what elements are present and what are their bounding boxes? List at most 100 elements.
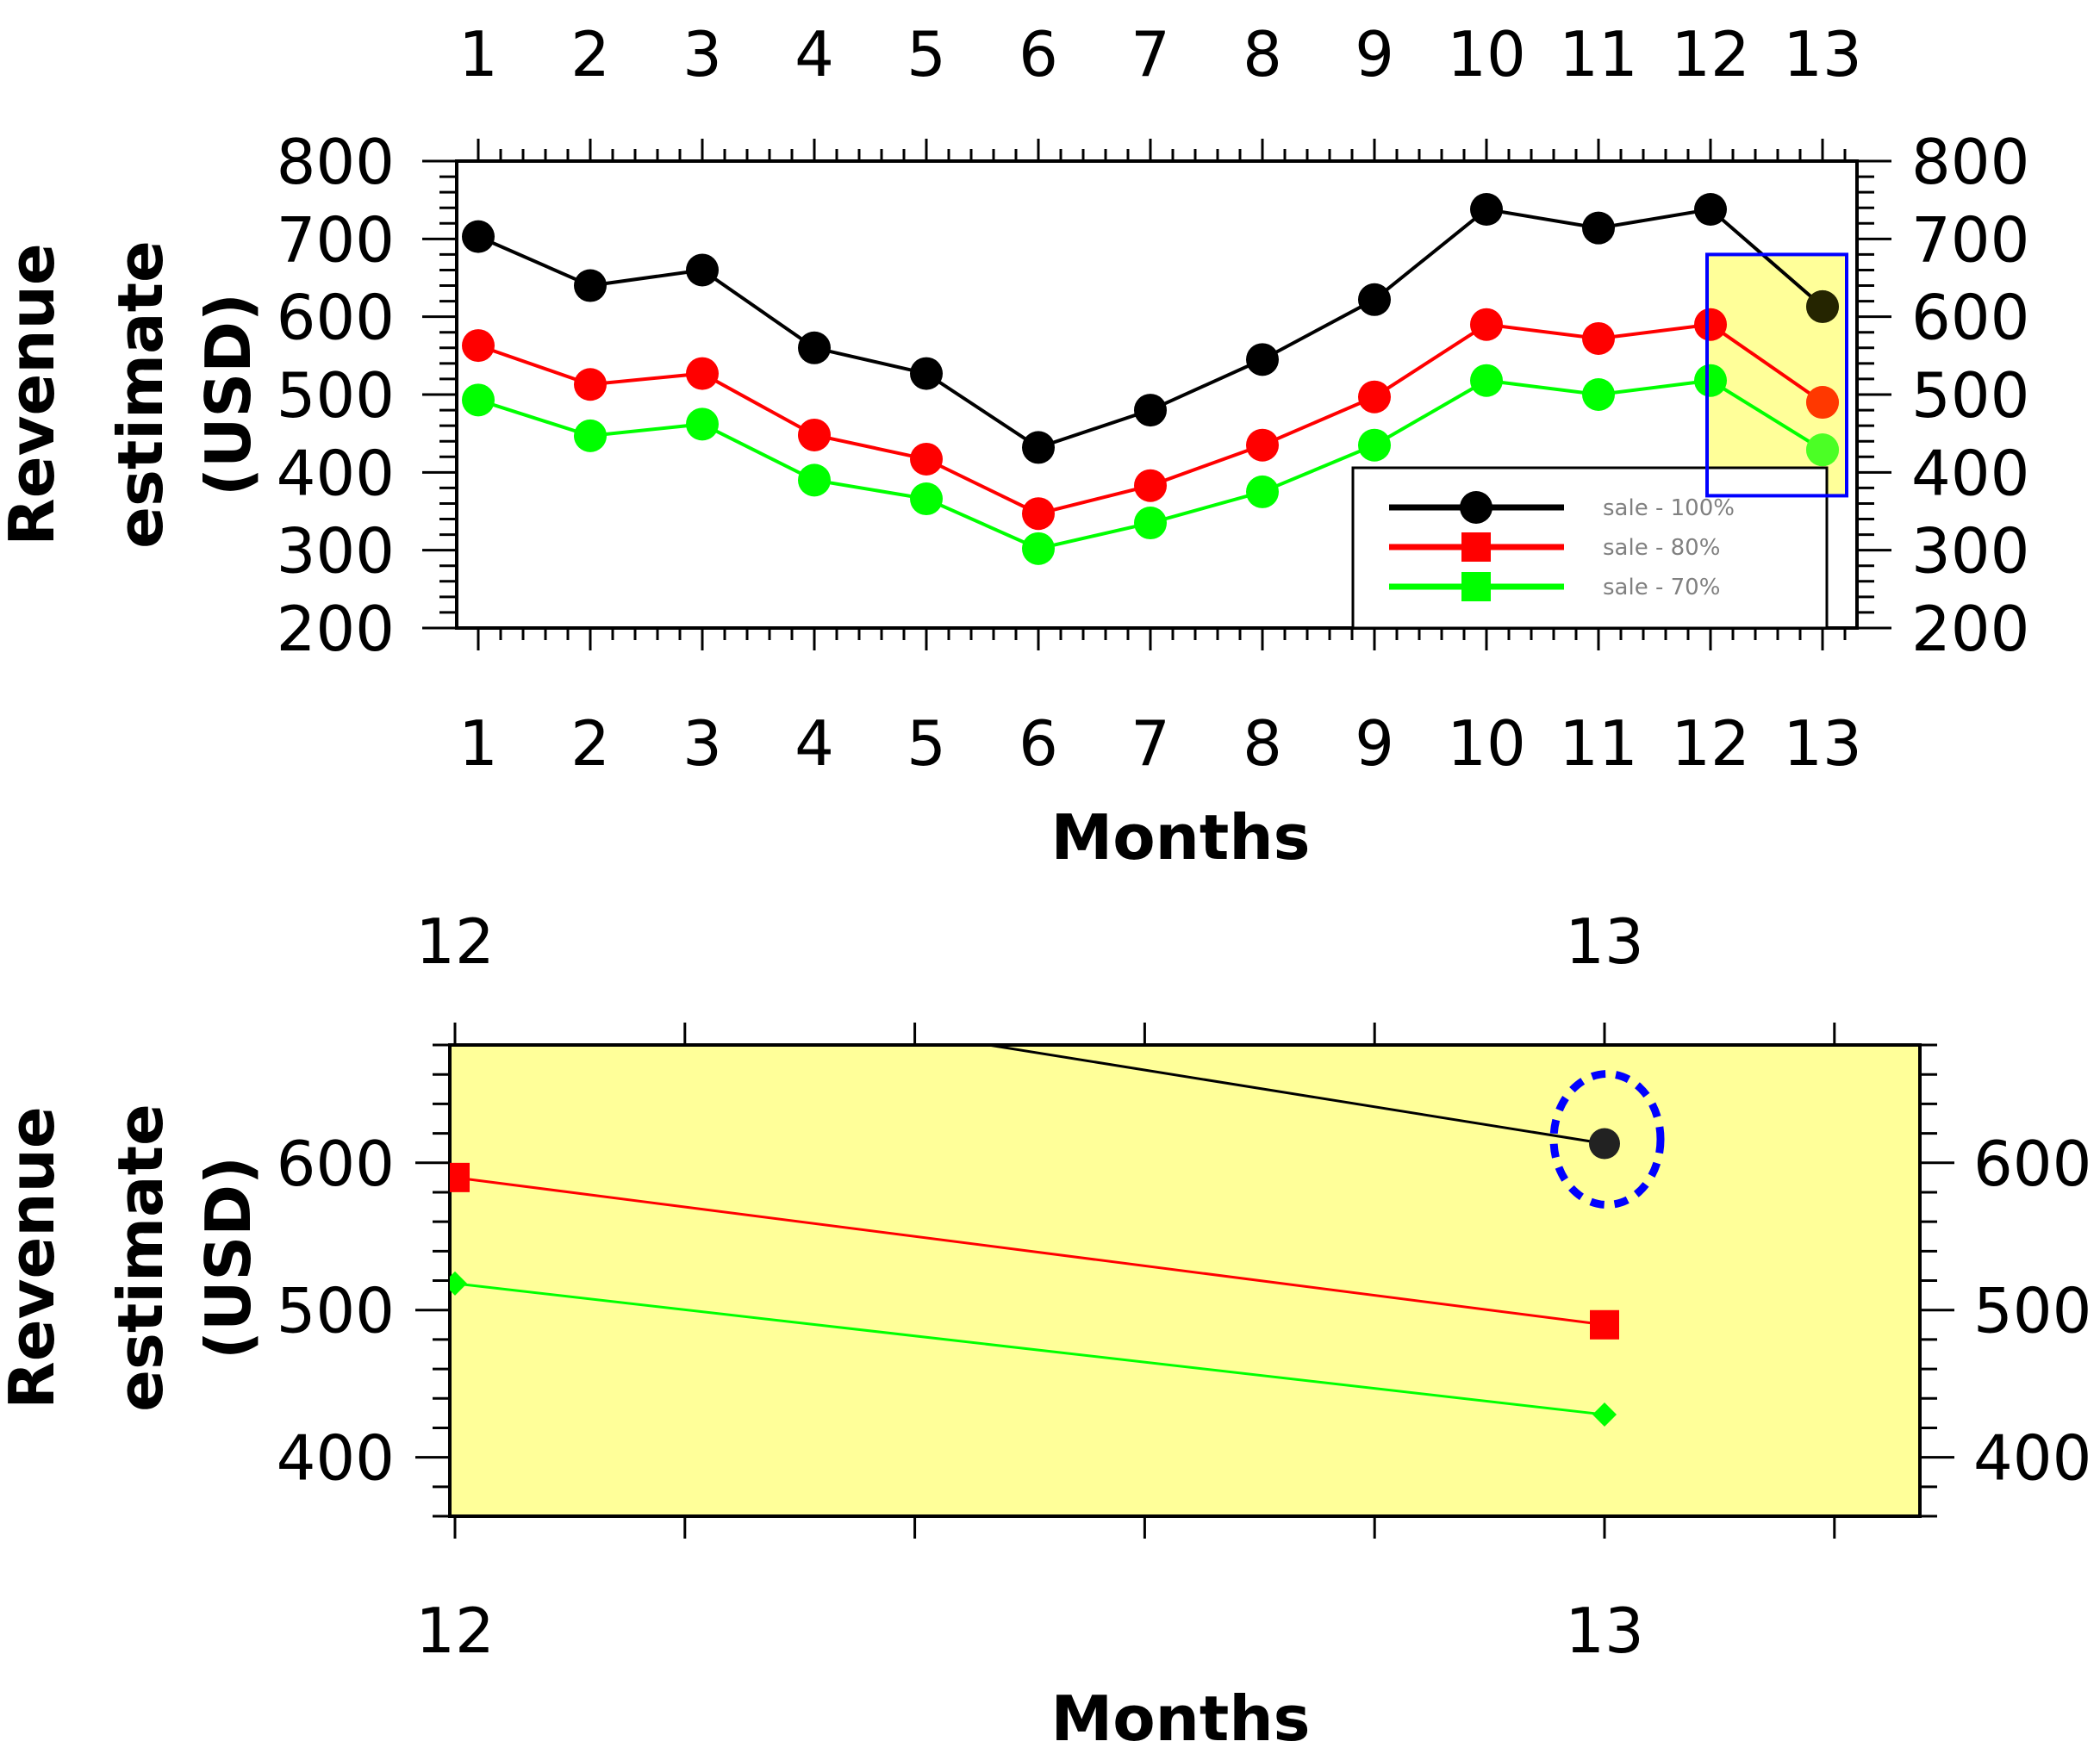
- x-tick-label: 5: [907, 18, 946, 90]
- legend-label: sale - 100%: [1603, 495, 1735, 521]
- data-point: [1022, 532, 1055, 565]
- legend-swatch-marker: [1460, 491, 1492, 524]
- data-point: [1582, 321, 1615, 355]
- x-tick-label: 1: [458, 707, 498, 780]
- highlighted-point: [1806, 289, 1839, 323]
- data-point: [1134, 507, 1167, 540]
- zoom-annotation: [1549, 1070, 1665, 1210]
- x-tick-label: 12: [1671, 707, 1750, 780]
- overview-tick-marks: [422, 139, 1891, 650]
- overview-y-axis-title-line1: Revenue: [0, 243, 68, 545]
- x-tick-label: 1: [458, 18, 498, 90]
- series-line: [980, 1045, 1605, 1146]
- data-point: [1694, 364, 1727, 397]
- x-tick-label: 9: [1355, 707, 1394, 780]
- zoom-y-axis-title-line3: (USD): [192, 1156, 265, 1359]
- data-point: [686, 407, 719, 441]
- x-tick-label: 8: [1243, 707, 1282, 780]
- y-tick-label: 400: [277, 1422, 395, 1495]
- y-tick-label: 700: [277, 203, 395, 276]
- x-tick-label: 10: [1447, 707, 1526, 780]
- x-tick-label: 13: [1783, 707, 1862, 780]
- y-tick-label: 300: [277, 515, 395, 588]
- y-tick-label: 600: [1911, 282, 2029, 354]
- zoom-x-tick-labels-bottom: 12 13: [415, 1595, 1644, 1667]
- zoom-y-axis-title: Revenue estimate (USD): [0, 1104, 265, 1412]
- overview-y-axis-title: Revenue estimate (USD): [0, 240, 265, 549]
- x-tick-label: 7: [1131, 707, 1170, 780]
- y-tick-label: 800: [277, 126, 395, 198]
- y-tick-label: 300: [1911, 515, 2029, 588]
- x-tick-label: 5: [907, 707, 946, 780]
- y-tick-label: 600: [1973, 1128, 2091, 1200]
- data-point: [1582, 211, 1615, 245]
- data-point: [1694, 193, 1727, 227]
- zoom-series-clip: [450, 1045, 1620, 1427]
- zoom-x-axis-title: Months: [1051, 1682, 1311, 1755]
- zoom-chart: 12 13 12 13 600 500 400 600 500 400 Months Rev…: [0, 905, 2091, 1755]
- x-tick-label: 12: [415, 905, 495, 978]
- zoom-y-tick-labels-right: 600 500 400: [1973, 1128, 2091, 1495]
- x-tick-label: 11: [1559, 707, 1638, 780]
- data-point: [1246, 343, 1279, 376]
- y-tick-label: 700: [1911, 203, 2029, 276]
- highlighted-point: [1806, 386, 1839, 420]
- x-tick-label: 13: [1783, 18, 1862, 90]
- data-point: [1134, 469, 1167, 502]
- data-point: [574, 419, 607, 452]
- y-tick-label: 400: [1973, 1422, 2091, 1495]
- y-tick-label: 400: [277, 437, 395, 509]
- y-tick-label: 500: [277, 359, 395, 432]
- data-point: [910, 357, 943, 390]
- data-point: [798, 418, 831, 451]
- data-point: [910, 482, 943, 516]
- data-point: [1694, 308, 1727, 341]
- y-tick-label: 600: [277, 1128, 395, 1200]
- y-tick-label: 800: [1911, 126, 2029, 198]
- y-tick-label: 500: [1911, 359, 2029, 432]
- y-tick-label: 500: [1973, 1275, 2091, 1347]
- series-line: [454, 1282, 1605, 1416]
- data-point: [1470, 193, 1503, 227]
- data-point: [1358, 428, 1391, 462]
- overview-y-axis-title-line3: (USD): [192, 293, 265, 496]
- data-point: [462, 220, 495, 253]
- legend-label: sale - 80%: [1603, 535, 1720, 561]
- data-point: [574, 368, 607, 401]
- x-tick-label: 13: [1565, 1595, 1644, 1667]
- overview-series: [462, 193, 1839, 565]
- x-tick-label: 12: [1671, 18, 1750, 90]
- zoom-highlight-border: [1705, 252, 1848, 498]
- legend: sale - 100% sale - 80% sale - 70%: [1351, 466, 1829, 630]
- x-tick-label: 6: [1019, 18, 1058, 90]
- x-tick-label: 10: [1447, 18, 1526, 90]
- y-tick-label: 600: [277, 282, 395, 354]
- x-tick-label: 2: [570, 18, 610, 90]
- data-point: [462, 383, 495, 417]
- data-point: [450, 1162, 470, 1192]
- legend-swatch-marker: [1461, 572, 1491, 601]
- x-tick-label: 3: [682, 18, 722, 90]
- zoom-y-axis-title-line2: estimate: [104, 1104, 177, 1412]
- data-point: [1592, 1402, 1617, 1427]
- series-line: [454, 1176, 1605, 1327]
- data-point: [1582, 378, 1615, 411]
- overview-x-tick-labels-top: 1 2 3 4 5 6 7 8 9 10 11 12 13: [458, 18, 1862, 90]
- data-point: [1246, 475, 1279, 508]
- overview-y-axis-title-line2: estimate: [104, 240, 177, 549]
- x-tick-label: 4: [795, 707, 834, 780]
- x-tick-label: 2: [570, 707, 610, 780]
- x-tick-label: 7: [1131, 18, 1170, 90]
- data-point: [1589, 1128, 1620, 1160]
- data-point: [462, 329, 495, 363]
- overview-x-axis-title: Months: [1051, 801, 1311, 874]
- data-point: [910, 442, 943, 476]
- y-tick-label: 400: [1911, 437, 2029, 509]
- data-point: [1590, 1309, 1619, 1340]
- x-tick-label: 4: [795, 18, 834, 90]
- highlight-ellipse: [1549, 1070, 1665, 1210]
- x-tick-label: 13: [1565, 905, 1644, 978]
